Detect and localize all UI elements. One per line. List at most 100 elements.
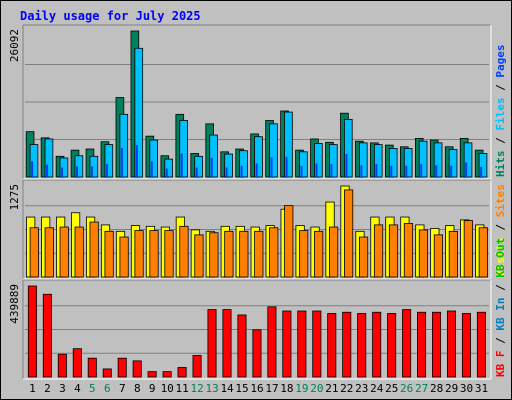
y-max-label: 439889 [8, 284, 21, 324]
bar-files [433, 142, 443, 178]
x-tick-label: 11 [176, 382, 189, 395]
bar-files [403, 148, 413, 178]
bar-sites [44, 227, 54, 278]
bar-files [269, 123, 278, 178]
bar-sites [373, 224, 384, 278]
x-tick-label: 20 [310, 382, 323, 395]
bar-pages [435, 165, 438, 177]
legend-separator: / [494, 131, 507, 151]
bar-pages [150, 161, 153, 177]
bar-sites [149, 230, 159, 278]
bar-files [448, 149, 458, 178]
bar-files [104, 144, 114, 178]
bar-kbytes [162, 371, 172, 378]
bar-sites [269, 227, 279, 278]
x-tick-label: 19 [295, 382, 308, 395]
bar-pages [480, 166, 483, 177]
x-tick-label: 9 [149, 382, 156, 395]
bar-pages [375, 164, 378, 177]
bar-sites [314, 230, 324, 278]
legend-separator: / [494, 217, 507, 237]
bar-kbytes [237, 314, 247, 378]
bar-kbytes [57, 353, 67, 378]
x-tick-label: 27 [415, 382, 428, 395]
x-tick-label: 30 [460, 382, 473, 395]
bar-kbytes [27, 285, 37, 378]
x-tick-label: 17 [265, 382, 278, 395]
bar-sites [239, 230, 249, 278]
x-tick-label: 29 [445, 382, 458, 395]
x-tick-label: 6 [104, 382, 111, 395]
middle-panel: 1275 Visits / Sites [8, 179, 507, 280]
bar-files [344, 118, 353, 178]
legend-separator: / [494, 278, 507, 298]
x-tick-label: 15 [235, 382, 248, 395]
bar-sites [254, 230, 264, 278]
bar-files [373, 144, 383, 178]
bar-sites [209, 232, 219, 278]
bar-pages [315, 163, 318, 177]
x-tick-label: 21 [325, 382, 338, 395]
legend-entry: Pages [494, 45, 507, 78]
x-tick-label: 16 [250, 382, 263, 395]
legend-entry: Hits [494, 151, 507, 178]
chart-title: Daily usage for July 2025 [20, 9, 201, 23]
bar-sites [463, 220, 473, 278]
x-tick-label: 22 [340, 382, 353, 395]
bar-pages [330, 164, 333, 177]
bar-pages [345, 154, 348, 177]
bar-kbytes [102, 368, 112, 378]
bar-files [74, 155, 84, 178]
bar-files [254, 136, 263, 178]
bar-sites [329, 226, 339, 278]
bar-sites [344, 189, 354, 278]
legend: Hits / Files / Pages [494, 45, 507, 178]
bar-sites [179, 225, 189, 278]
x-tick-label: 25 [385, 382, 398, 395]
x-tick-label: 4 [74, 382, 81, 395]
bar-pages [105, 164, 108, 177]
bar-files [89, 155, 99, 178]
bar-sites [224, 230, 234, 278]
top-panel: 26092 Hits / Files / Pages [8, 24, 507, 180]
legend-entry: Visits [494, 237, 507, 277]
x-tick-label: 14 [220, 382, 234, 395]
bar-files [463, 142, 473, 178]
x-tick-label: 18 [280, 382, 293, 395]
bar-pages [75, 166, 78, 177]
x-tick-label: 8 [134, 382, 141, 395]
bar-kbytes [461, 313, 471, 378]
bar-files [29, 144, 39, 178]
bar-kbytes [327, 313, 337, 378]
bar-pages [61, 167, 64, 177]
bar-sites [29, 227, 39, 278]
bar-sites [448, 230, 458, 278]
bar-kbytes [252, 329, 262, 378]
bar-kbytes [342, 311, 352, 378]
bar-pages [31, 161, 34, 177]
bar-sites [89, 221, 99, 278]
bottom-panel: 439889 KB F / KB In / KB Out [8, 238, 507, 380]
bar-pages [420, 164, 423, 177]
bar-files [194, 155, 203, 178]
legend-entry: KB In [494, 298, 507, 331]
bar-sites [134, 230, 144, 278]
bar-pages [46, 164, 49, 177]
bar-files [314, 143, 323, 178]
bar-pages [90, 166, 93, 177]
bar-files [388, 148, 398, 178]
bar-sites [358, 236, 369, 278]
bar-pages [180, 153, 183, 177]
bar-sites [104, 230, 114, 278]
x-tick-label: 31 [475, 382, 488, 395]
bar-pages [195, 167, 198, 177]
bar-sites [74, 226, 84, 278]
bar-files [224, 153, 233, 178]
bar-pages [240, 165, 243, 177]
x-tick-label: 2 [44, 382, 51, 395]
chart-panels: 26092 Hits / Files / Pages 1275 Visits / Si… [8, 24, 507, 380]
bar-files [149, 139, 159, 178]
bar-sites [418, 229, 429, 278]
bar-sites [194, 234, 204, 278]
